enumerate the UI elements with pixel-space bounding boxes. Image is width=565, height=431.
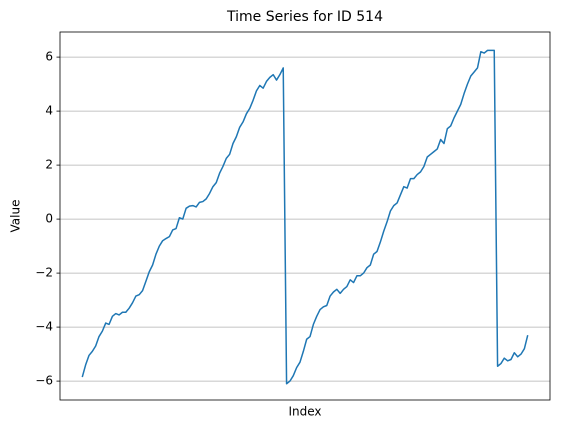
x-axis-label: Index <box>288 405 321 419</box>
y-tick-label: −2 <box>35 266 53 280</box>
y-axis-label: Value <box>9 200 23 233</box>
y-tick-label: 4 <box>45 104 53 118</box>
y-tick-label: −4 <box>35 320 53 334</box>
plot-frame <box>59 31 551 401</box>
chart-title: Time Series for ID 514 <box>226 9 383 25</box>
y-tick-label: −6 <box>35 374 53 388</box>
y-tick-label: 6 <box>45 50 53 64</box>
y-tick-label: 2 <box>45 158 53 172</box>
data-line <box>81 49 529 385</box>
y-tick-label: 0 <box>45 212 53 226</box>
